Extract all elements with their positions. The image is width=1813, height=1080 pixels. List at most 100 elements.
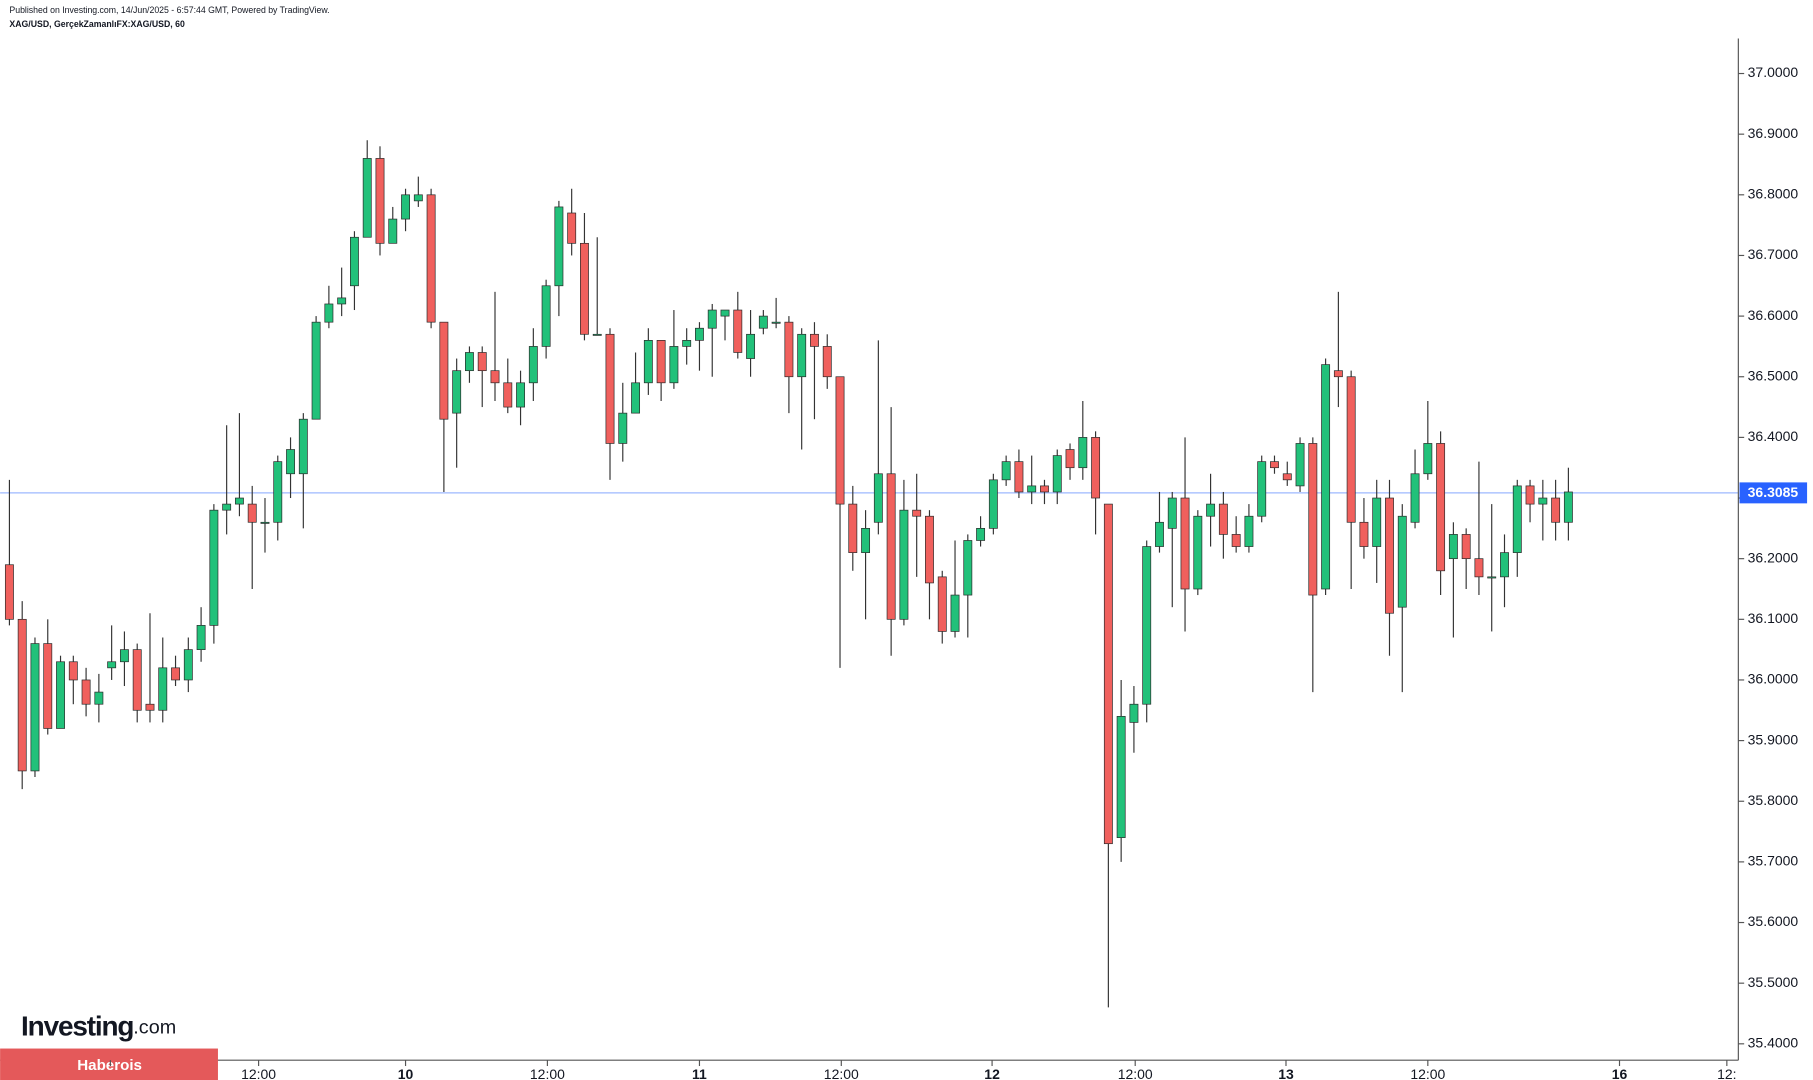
candle-body xyxy=(784,321,794,378)
candle-body xyxy=(746,333,756,359)
candle-body xyxy=(158,667,168,711)
published-note: Published on Investing.com, 14/Jun/2025 … xyxy=(9,5,329,15)
candle-body xyxy=(1206,503,1216,517)
candle-body xyxy=(1525,485,1535,505)
candle-body xyxy=(886,473,896,620)
candle-body xyxy=(528,346,538,384)
badge-bg xyxy=(0,1048,218,1080)
candle-body xyxy=(17,618,27,772)
candle-body xyxy=(541,285,551,347)
candle-body xyxy=(1461,534,1471,560)
candle-body xyxy=(56,661,65,729)
candle-body xyxy=(1103,503,1113,845)
candle-body xyxy=(1116,715,1126,838)
candle-body xyxy=(362,158,372,238)
candle-body xyxy=(171,667,180,681)
y-tick-label: 35.9000 xyxy=(1748,731,1799,747)
y-tick-label: 36.0000 xyxy=(1748,671,1799,687)
candle-body xyxy=(107,661,117,669)
candle-body xyxy=(1487,576,1497,579)
candle-body xyxy=(1359,521,1369,547)
x-tick-label: 12 xyxy=(984,1066,1000,1080)
y-tick-label: 35.7000 xyxy=(1748,853,1799,869)
candle-body xyxy=(1027,485,1037,493)
candle-body xyxy=(1014,461,1024,493)
candle-body xyxy=(1385,497,1394,614)
y-tick-label: 36.8000 xyxy=(1748,185,1799,201)
watermark-suffix: .com xyxy=(133,1017,176,1039)
candle-body xyxy=(1308,443,1318,596)
y-tick-label: 36.7000 xyxy=(1748,246,1799,262)
x-tick-label: 16 xyxy=(1612,1066,1628,1080)
x-tick-label: 11 xyxy=(692,1066,707,1080)
candle-body xyxy=(758,315,768,329)
candle-body xyxy=(631,382,641,414)
x-tick-label: 12:00 xyxy=(824,1066,859,1080)
candle-body xyxy=(439,321,449,420)
candle-body xyxy=(1091,437,1101,499)
x-tick-label: 12:00 xyxy=(1118,1066,1153,1080)
candle-body xyxy=(81,679,91,705)
candle-body xyxy=(516,382,525,408)
x-tick-label: 12:00 xyxy=(530,1066,565,1080)
candle-body xyxy=(119,649,129,663)
candle-body xyxy=(912,509,922,517)
plot-area xyxy=(0,140,1739,1008)
candle-body xyxy=(324,303,334,323)
candle-body xyxy=(1563,491,1573,523)
candle-body xyxy=(247,503,257,523)
candle-body xyxy=(963,540,973,596)
candle-body xyxy=(401,194,410,220)
candle-body xyxy=(1372,497,1382,547)
candle-body xyxy=(68,661,78,681)
y-tick-label: 36.2000 xyxy=(1748,549,1799,565)
candle-body xyxy=(273,461,283,523)
candle-body xyxy=(1218,503,1228,535)
candle-body xyxy=(1270,461,1279,469)
y-tick-label: 35.4000 xyxy=(1748,1035,1799,1051)
candle-body xyxy=(337,297,347,305)
candle-body xyxy=(1257,461,1267,517)
candle-body xyxy=(618,412,628,444)
candle-body xyxy=(988,479,998,529)
candle-body xyxy=(452,370,462,414)
candle-body xyxy=(1321,364,1331,590)
candle-body xyxy=(1512,485,1522,553)
candle-body xyxy=(183,649,193,681)
candle-body xyxy=(950,594,960,632)
candle-body xyxy=(835,376,845,505)
candle-body xyxy=(1078,437,1088,469)
last-price-bg xyxy=(1739,482,1808,504)
candle-body xyxy=(1474,558,1484,578)
y-tick-label: 35.6000 xyxy=(1748,913,1799,929)
candle-body xyxy=(861,528,871,553)
badge: Haberois xyxy=(0,1048,218,1080)
candle-body xyxy=(298,418,308,475)
candle-body xyxy=(311,321,321,420)
candle-body xyxy=(1129,703,1139,723)
y-tick-label: 35.8000 xyxy=(1748,792,1799,808)
candle-body xyxy=(707,309,717,329)
candle-body xyxy=(1167,497,1177,529)
candle-body xyxy=(286,449,295,475)
candle-body xyxy=(810,333,819,347)
candle-body xyxy=(1397,515,1407,608)
candle-body xyxy=(4,564,14,620)
y-tick-label: 35.5000 xyxy=(1748,974,1799,990)
candle-body xyxy=(899,509,909,620)
candle-body xyxy=(503,382,513,408)
candle-body xyxy=(592,333,602,336)
badge-text: Haberois xyxy=(77,1057,142,1074)
candle-body xyxy=(43,643,53,729)
candle-body xyxy=(1193,515,1203,590)
candle-body xyxy=(937,576,947,632)
candle-body xyxy=(567,212,577,244)
x-tick-label: 10 xyxy=(398,1066,414,1080)
candle-body xyxy=(209,509,219,626)
candle-body xyxy=(682,340,692,347)
y-tick-label: 36.5000 xyxy=(1748,367,1799,383)
candle-body xyxy=(1423,443,1433,475)
candle-body xyxy=(350,236,359,287)
candle-body xyxy=(234,497,244,505)
